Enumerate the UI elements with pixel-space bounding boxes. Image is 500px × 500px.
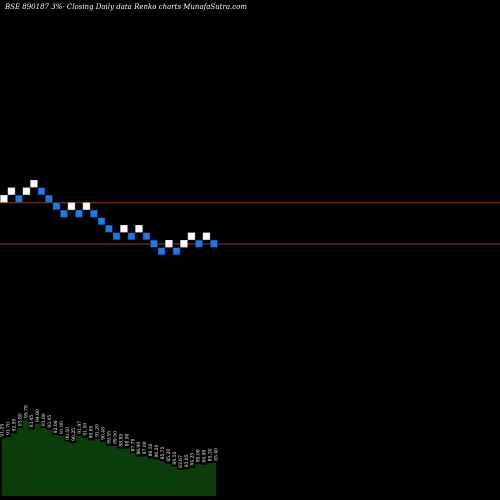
volume-area <box>2 420 216 496</box>
brick-down <box>90 210 98 218</box>
brick-up <box>7 187 16 195</box>
volume-label: 91.70 <box>5 422 11 435</box>
volume-label: 90.85 <box>89 425 95 438</box>
brick-down <box>75 210 83 218</box>
volume-label: 92.08 <box>53 420 59 433</box>
brick-up <box>0 195 8 203</box>
volume-label: 93.80 <box>17 413 23 426</box>
brick-down <box>45 195 53 203</box>
volume-label: 88.90 <box>124 433 130 446</box>
volume-label: 84.25 <box>190 453 196 466</box>
brick-down <box>52 202 61 210</box>
volume-label: 86.20 <box>154 445 160 458</box>
volume-label: 87.00 <box>142 441 148 454</box>
brick-down <box>150 240 158 248</box>
brick-down <box>127 232 136 240</box>
volume-label: 94.80 <box>35 409 41 422</box>
volume-label: 91.90 <box>59 421 65 434</box>
volume-label: 93.45 <box>47 415 53 428</box>
brick-up <box>187 232 196 240</box>
volume-label: 85.75 <box>160 446 166 459</box>
volume-label: 91.20 <box>95 424 101 437</box>
volume-label: 95.78 <box>23 405 29 418</box>
brick-down <box>37 187 46 195</box>
volume-label: 83.67 <box>178 455 184 468</box>
volume-label: 90.25 <box>71 428 77 441</box>
brick-up <box>180 240 188 248</box>
brick-up <box>30 180 38 188</box>
volume-label: 85.08 <box>196 449 202 462</box>
volume-label: 93.45 <box>29 415 35 428</box>
brick-down <box>15 195 23 203</box>
brick-down <box>105 225 113 233</box>
brick-up <box>82 202 91 210</box>
volume-label: 91.97 <box>77 421 83 434</box>
volume-label: 85.20 <box>166 449 172 462</box>
volume-label: 92.50 <box>11 419 17 432</box>
brick-down <box>97 217 106 225</box>
brick-down <box>172 247 181 255</box>
volume-label: 90.48 <box>101 427 107 440</box>
volume-label: 91.25 <box>0 424 6 437</box>
brick-down <box>142 232 151 240</box>
volume-label: 90.50 <box>65 427 71 440</box>
volume-label: 84.50 <box>172 452 178 465</box>
chart-title: BSE 890187 3%- Closing Daily data Renko … <box>4 3 247 11</box>
volume-label: 89.50 <box>112 431 118 444</box>
volume-label: 86.90 <box>136 442 142 455</box>
brick-up <box>135 225 143 233</box>
volume-label: 85.40 <box>214 448 220 461</box>
brick-down <box>60 210 68 218</box>
renko-bricks <box>0 180 218 255</box>
volume-label: 87.70 <box>130 438 136 451</box>
volume-label: 93.80 <box>41 413 47 426</box>
brick-up <box>67 202 76 210</box>
brick-down <box>195 240 203 248</box>
brick-up <box>165 240 173 248</box>
brick-up <box>22 187 31 195</box>
volume-label: 86.50 <box>148 443 154 456</box>
brick-down <box>112 232 121 240</box>
volume-label: 89.55 <box>107 431 113 444</box>
volume-label: 91.50 <box>83 423 89 436</box>
brick-up <box>120 225 128 233</box>
volume-label: 85.30 <box>208 448 214 461</box>
brick-up <box>202 232 211 240</box>
volume-label: 83.85 <box>184 454 190 467</box>
brick-down <box>157 247 166 255</box>
volume-label: 84.98 <box>202 450 208 463</box>
volume-label: 88.85 <box>118 434 124 447</box>
brick-down <box>210 240 218 248</box>
